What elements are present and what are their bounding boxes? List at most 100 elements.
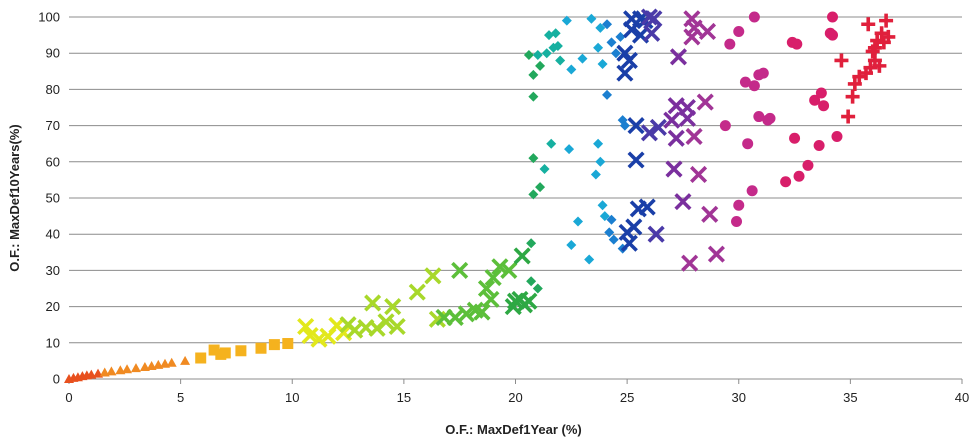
data-point (595, 156, 606, 167)
data-point (827, 11, 839, 23)
x-tick-label: 10 (285, 390, 299, 405)
data-point (696, 93, 714, 111)
data-point (780, 176, 792, 188)
data-point (881, 29, 896, 44)
data-point (543, 30, 554, 41)
y-tick-label: 70 (46, 118, 60, 133)
data-point (813, 140, 825, 152)
data-point (610, 48, 621, 59)
data-point (532, 283, 543, 294)
data-point (602, 19, 613, 30)
data-point (528, 91, 539, 102)
data-point (872, 58, 887, 73)
data-point (532, 50, 543, 61)
data-point (566, 240, 577, 251)
data-point (535, 60, 546, 71)
y-tick-label: 80 (46, 82, 60, 97)
data-points (64, 8, 896, 383)
data-point (870, 33, 885, 48)
data-point (841, 109, 856, 124)
y-axis-label: O.F.: MaxDef10Years(%) (7, 124, 22, 271)
data-point (586, 13, 597, 24)
data-point (791, 38, 803, 50)
data-point (457, 305, 475, 323)
data-point (619, 120, 630, 131)
data-point (500, 261, 518, 279)
data-point (473, 303, 491, 321)
data-point (573, 216, 584, 227)
data-point (764, 112, 776, 124)
data-point (195, 352, 207, 364)
data-point (546, 138, 557, 149)
data-point (297, 317, 315, 336)
data-point (867, 40, 882, 55)
data-point (566, 64, 577, 75)
data-point (719, 120, 731, 132)
data-point (678, 109, 696, 127)
data-point (541, 48, 552, 59)
data-point (793, 170, 805, 182)
data-point (627, 151, 645, 169)
data-point (535, 182, 546, 193)
data-point (748, 80, 760, 92)
data-point (377, 313, 395, 331)
data-point (733, 199, 745, 211)
data-point (451, 261, 469, 279)
x-tick-label: 35 (843, 390, 857, 405)
data-point (597, 59, 608, 70)
data-point (550, 28, 561, 39)
data-point (678, 98, 696, 117)
data-point (627, 117, 645, 135)
data-point (674, 193, 692, 211)
data-point (638, 198, 656, 216)
x-tick-label: 25 (620, 390, 634, 405)
y-tick-label: 60 (46, 154, 60, 169)
y-axis-ticks: 0 10 20 30 40 50 60 70 80 90 100 (38, 10, 60, 387)
gridlines (69, 16, 962, 344)
data-point (520, 292, 538, 310)
data-point (446, 308, 464, 327)
data-point (809, 94, 821, 106)
data-point (663, 111, 681, 129)
data-point (130, 363, 141, 373)
data-point (435, 308, 453, 327)
data-point (590, 169, 601, 180)
data-point (616, 64, 634, 82)
data-point (523, 50, 534, 61)
data-point (577, 53, 588, 64)
data-point (681, 254, 699, 272)
x-tick-label: 20 (508, 390, 522, 405)
y-tick-label: 90 (46, 46, 60, 61)
data-point (219, 347, 231, 359)
data-point (597, 200, 608, 211)
data-point (539, 164, 550, 175)
data-point (748, 11, 760, 23)
x-tick-label: 0 (65, 390, 72, 405)
y-tick-label: 30 (46, 263, 60, 278)
data-point (106, 366, 117, 376)
data-point (625, 218, 643, 236)
data-point (643, 24, 661, 42)
data-point (528, 153, 539, 164)
data-point (879, 13, 894, 28)
data-point (789, 132, 801, 144)
data-point (528, 69, 539, 80)
data-point (255, 342, 267, 354)
data-point (526, 276, 537, 287)
data-point (561, 15, 572, 26)
data-point (649, 118, 667, 136)
y-tick-label: 50 (46, 191, 60, 206)
y-tick-label: 10 (46, 335, 60, 350)
x-tick-label: 15 (397, 390, 411, 405)
data-point (647, 225, 665, 243)
data-point (845, 89, 860, 104)
data-point (827, 29, 839, 41)
data-point (584, 254, 595, 265)
data-point (564, 144, 575, 155)
data-point (645, 10, 663, 28)
data-point (757, 67, 769, 79)
data-point (555, 55, 566, 66)
data-point (701, 205, 719, 223)
data-point (616, 44, 634, 62)
